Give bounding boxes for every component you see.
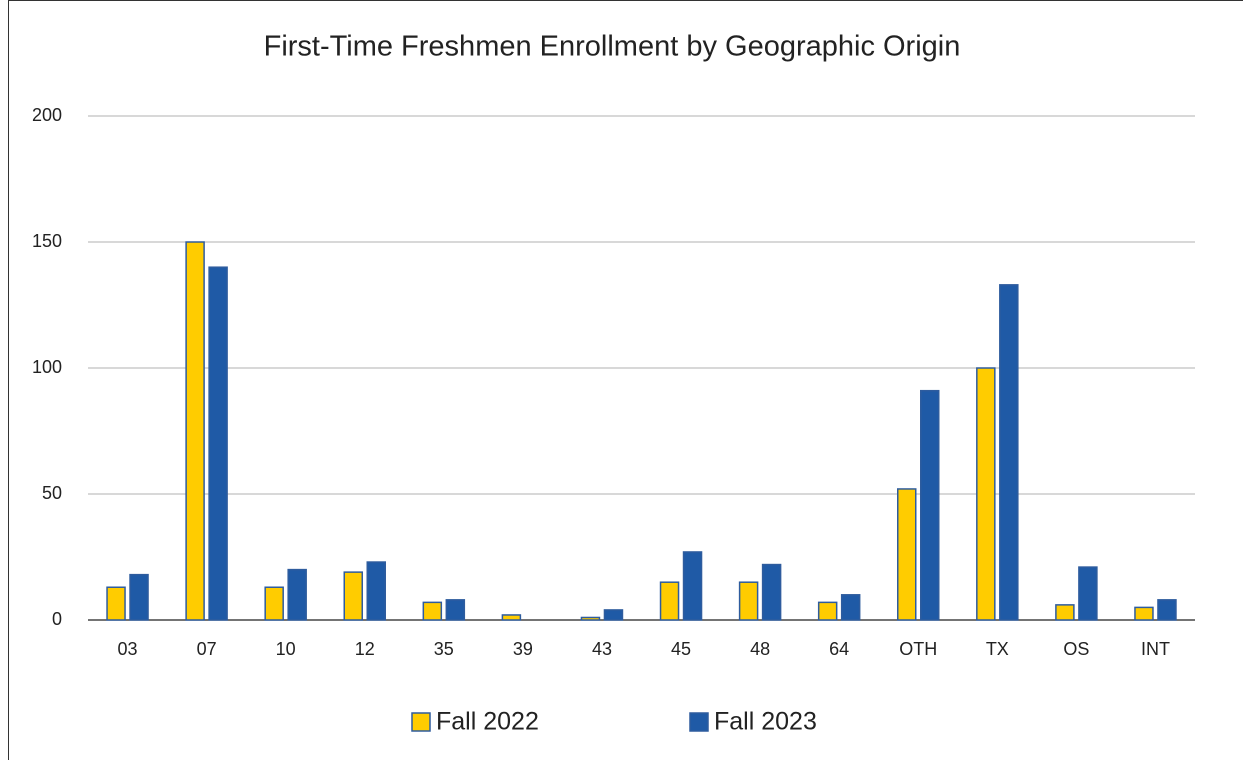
- bar: [129, 573, 149, 621]
- bar: [445, 599, 466, 621]
- bar: [920, 389, 940, 621]
- legend-swatch: [689, 712, 709, 732]
- bar: [603, 609, 624, 621]
- x-tick-label: INT: [1141, 639, 1170, 659]
- bar: [897, 488, 917, 621]
- bar: [208, 266, 228, 621]
- bar: [999, 284, 1019, 621]
- bar: [761, 563, 782, 621]
- x-tick-label: 35: [434, 639, 454, 659]
- bar: [422, 601, 443, 621]
- bar: [1078, 566, 1098, 621]
- x-tick-label: TX: [986, 639, 1009, 659]
- bar: [840, 594, 861, 621]
- y-tick-label: 0: [52, 609, 62, 629]
- bar: [976, 367, 996, 621]
- y-tick-label: 100: [32, 357, 62, 377]
- x-tick-label: 10: [276, 639, 296, 659]
- bar: [580, 616, 601, 621]
- x-tick-label: 12: [355, 639, 375, 659]
- x-tick-label: 48: [750, 639, 770, 659]
- chart-border: [8, 0, 1243, 760]
- bar: [1157, 599, 1177, 621]
- x-tick-label: 07: [197, 639, 217, 659]
- legend-label: Fall 2022: [436, 708, 539, 736]
- x-tick-label: OTH: [899, 639, 937, 659]
- bar: [1134, 606, 1154, 621]
- x-tick-label: 64: [829, 639, 849, 659]
- bar: [264, 586, 284, 621]
- bar: [106, 586, 126, 621]
- x-tick-label: 39: [513, 639, 533, 659]
- legend-swatch: [411, 712, 431, 732]
- bar: [1055, 604, 1075, 621]
- bar: [738, 581, 759, 621]
- x-tick-label: 43: [592, 639, 612, 659]
- y-tick-label: 200: [32, 105, 62, 125]
- bar: [682, 551, 703, 621]
- legend-label: Fall 2023: [714, 708, 817, 736]
- chart-title: First-Time Freshmen Enrollment by Geogra…: [264, 31, 961, 63]
- bar: [343, 571, 363, 621]
- bar: [659, 581, 680, 621]
- x-tick-label: 45: [671, 639, 691, 659]
- bar: [501, 614, 522, 621]
- bar: [817, 601, 838, 621]
- y-tick-label: 150: [32, 231, 62, 251]
- bar: [287, 568, 307, 621]
- x-tick-label: OS: [1063, 639, 1089, 659]
- bar: [366, 561, 386, 621]
- y-tick-label: 50: [42, 483, 62, 503]
- bar: [185, 241, 205, 621]
- x-tick-label: 03: [118, 639, 138, 659]
